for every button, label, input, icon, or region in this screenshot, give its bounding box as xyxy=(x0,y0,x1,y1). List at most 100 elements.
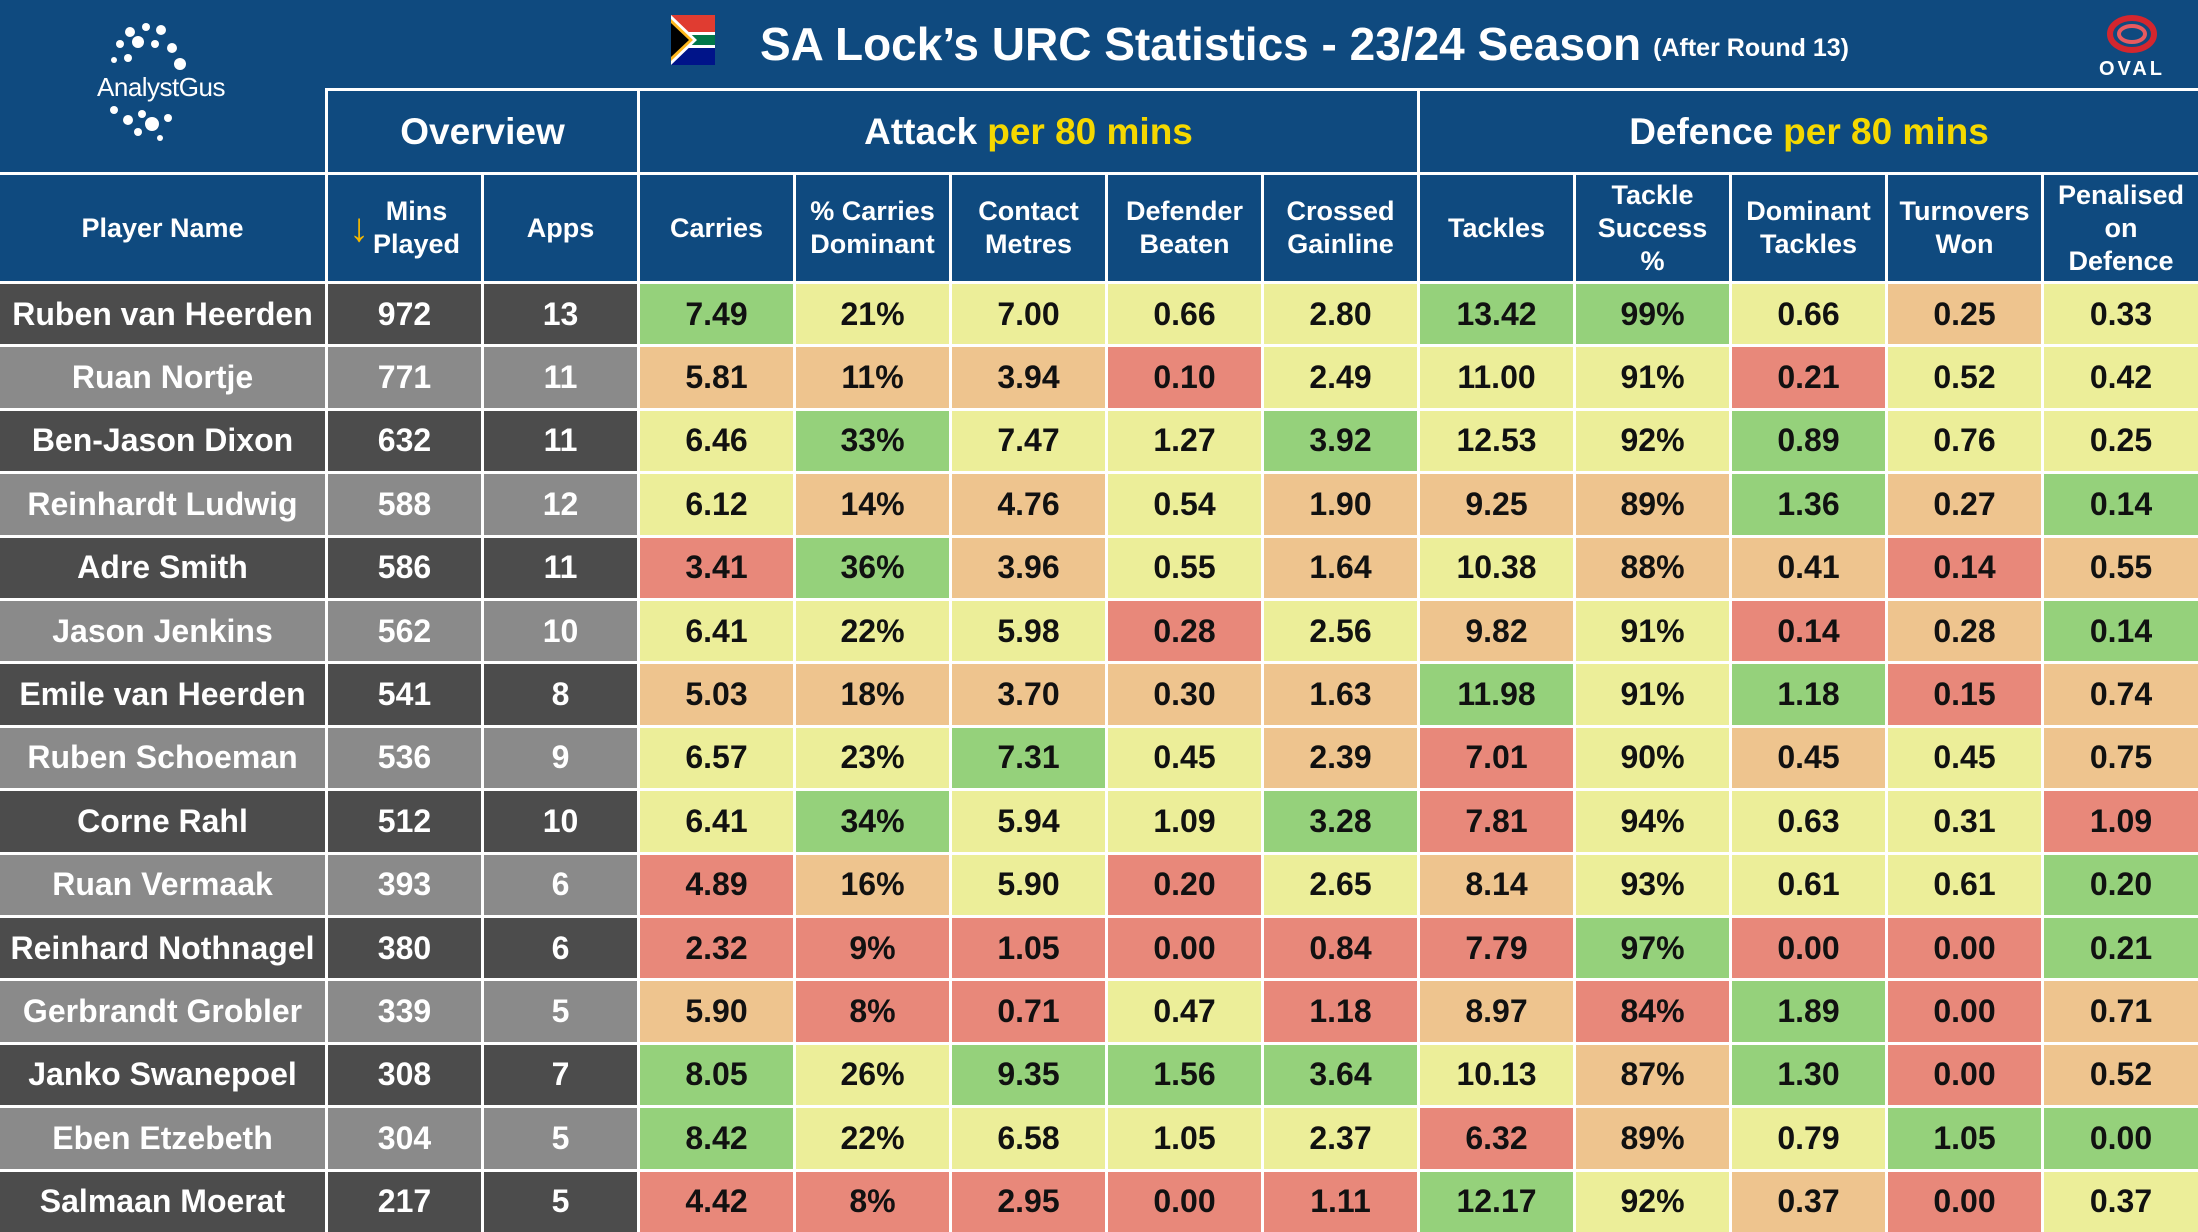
player-name-cell: Reinhardt Ludwig xyxy=(0,471,325,535)
column-header-label: Penalised on Defence xyxy=(2057,179,2185,276)
group-header-label: Attack xyxy=(864,110,978,152)
table-cell: 18% xyxy=(793,661,949,725)
table-cell: 393 xyxy=(325,851,481,915)
table-cell: 0.45 xyxy=(1885,724,2041,789)
table-cell: 0.66 xyxy=(1729,281,1885,345)
table-cell: 11 xyxy=(481,534,637,598)
table-cell: 0.21 xyxy=(2041,915,2198,979)
column-header[interactable]: Penalised on Defence xyxy=(2041,172,2198,281)
column-header[interactable]: Tackle Success % xyxy=(1573,172,1729,281)
table-cell: 0.37 xyxy=(2041,1168,2198,1232)
table-cell: 0.79 xyxy=(1729,1105,1885,1169)
column-header[interactable]: Turnovers Won xyxy=(1885,172,2041,281)
group-header-0: Overview xyxy=(325,88,637,172)
logo-right-text: OVAL xyxy=(2098,58,2166,80)
table-cell: 21% xyxy=(793,281,949,345)
table-cell: 0.33 xyxy=(2041,281,2198,345)
table-cell: 16% xyxy=(793,851,949,915)
table-cell: 10 xyxy=(481,788,637,852)
table-cell: 1.09 xyxy=(1105,788,1261,852)
analystgus-dots-icon xyxy=(110,23,186,141)
column-header[interactable]: Player Name xyxy=(0,172,325,281)
table-cell: 0.28 xyxy=(1885,598,2041,662)
column-header[interactable]: Dominant Tackles xyxy=(1729,172,1885,281)
table-cell: 0.28 xyxy=(1105,598,1261,662)
player-name-cell: Jason Jenkins xyxy=(0,598,325,662)
table-cell: 0.74 xyxy=(2041,661,2198,725)
table-cell: 12.53 xyxy=(1417,407,1573,472)
column-header[interactable]: Contact Metres xyxy=(949,172,1105,281)
table-cell: 22% xyxy=(793,1105,949,1169)
column-header-label: Mins Played xyxy=(372,196,461,259)
table-cell: 0.42 xyxy=(2041,344,2198,408)
column-header[interactable]: ↓ Mins Played xyxy=(325,172,481,281)
table-cell: 5.03 xyxy=(637,661,793,725)
table-cell: 0.30 xyxy=(1105,661,1261,725)
table-cell: 6.46 xyxy=(637,407,793,472)
column-header[interactable]: Apps xyxy=(481,172,637,281)
analystgus-logo: AnalystGus xyxy=(0,0,322,172)
table-cell: 2.32 xyxy=(637,915,793,979)
table-cell: 11% xyxy=(793,344,949,408)
column-header-label: Tackles xyxy=(1447,212,1546,243)
table-cell: 7 xyxy=(481,1041,637,1106)
table-cell: 7.01 xyxy=(1417,724,1573,789)
table-cell: 4.76 xyxy=(949,471,1105,535)
table-cell: 0.52 xyxy=(2041,1041,2198,1106)
player-name-cell: Ruan Vermaak xyxy=(0,851,325,915)
group-header-label: Defence xyxy=(1629,110,1774,152)
table-cell: 632 xyxy=(325,407,481,472)
table-cell: 0.71 xyxy=(949,978,1105,1042)
table-cell: 217 xyxy=(325,1168,481,1232)
oval-logo: OVAL xyxy=(2092,8,2172,82)
player-name-cell: Reinhard Nothnagel xyxy=(0,915,325,979)
column-header[interactable]: Defender Beaten xyxy=(1105,172,1261,281)
table-cell: 0.21 xyxy=(1729,344,1885,408)
column-header[interactable]: % Carries Dominant xyxy=(793,172,949,281)
table-cell: 11 xyxy=(481,407,637,472)
table-cell: 10.38 xyxy=(1417,534,1573,598)
title-bar: SA Lock’s URC Statistics - 23/24 Season … xyxy=(322,0,2198,88)
table-cell: 4.42 xyxy=(637,1168,793,1232)
table-cell: 0.76 xyxy=(1885,407,2041,472)
table-cell: 0.00 xyxy=(1885,978,2041,1042)
column-header[interactable]: Crossed Gainline xyxy=(1261,172,1417,281)
table-cell: 1.63 xyxy=(1261,661,1417,725)
column-header-label: % Carries Dominant xyxy=(810,196,935,259)
table-cell: 6.41 xyxy=(637,598,793,662)
table-cell: 92% xyxy=(1573,407,1729,472)
table-cell: 562 xyxy=(325,598,481,662)
table-cell: 8.97 xyxy=(1417,978,1573,1042)
table-cell: 2.49 xyxy=(1261,344,1417,408)
player-name-cell: Janko Swanepoel xyxy=(0,1041,325,1106)
page-title: SA Lock’s URC Statistics - 23/24 Season xyxy=(760,18,1642,70)
table-cell: 304 xyxy=(325,1105,481,1169)
sort-arrow-icon: ↓ xyxy=(348,205,369,250)
table-cell: 0.89 xyxy=(1729,407,1885,472)
table-cell: 23% xyxy=(793,724,949,789)
table-cell: 9.35 xyxy=(949,1041,1105,1106)
table-cell: 5.90 xyxy=(637,978,793,1042)
table-cell: 12.17 xyxy=(1417,1168,1573,1232)
player-name-cell: Salmaan Moerat xyxy=(0,1168,325,1232)
column-header[interactable]: Carries xyxy=(637,172,793,281)
table-cell: 8% xyxy=(793,978,949,1042)
table-cell: 771 xyxy=(325,344,481,408)
table-cell: 33% xyxy=(793,407,949,472)
table-cell: 5 xyxy=(481,1105,637,1169)
table-cell: 0.14 xyxy=(1729,598,1885,662)
table-cell: 8.14 xyxy=(1417,851,1573,915)
table-cell: 13.42 xyxy=(1417,281,1573,345)
table-cell: 3.41 xyxy=(637,534,793,598)
table-cell: 7.47 xyxy=(949,407,1105,472)
table-cell: 0.00 xyxy=(1729,915,1885,979)
table-cell: 0.52 xyxy=(1885,344,2041,408)
table-cell: 6.32 xyxy=(1417,1105,1573,1169)
player-name-cell: Adre Smith xyxy=(0,534,325,598)
table-cell: 5.90 xyxy=(949,851,1105,915)
column-header[interactable]: Tackles xyxy=(1417,172,1573,281)
table-cell: 0.00 xyxy=(1885,1041,2041,1106)
table-cell: 90% xyxy=(1573,724,1729,789)
table-cell: 97% xyxy=(1573,915,1729,979)
table-cell: 0.54 xyxy=(1105,471,1261,535)
